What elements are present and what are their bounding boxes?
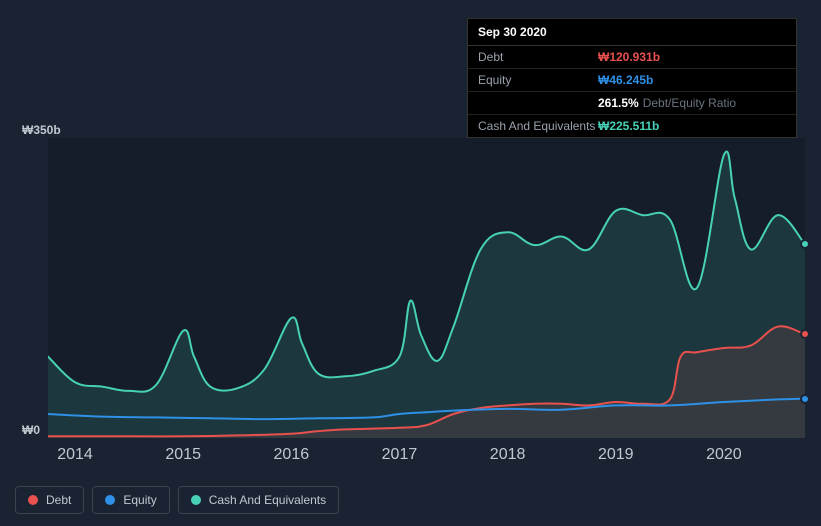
- chart-wrapper: ₩350b ₩0 2014 2015 2016 2017 2018 2019 2020 Sep…: [0, 0, 821, 526]
- tooltip-row-label: Debt: [478, 50, 598, 64]
- legend-item[interactable]: Cash And Equivalents: [178, 486, 339, 514]
- tooltip-row-value: ₩120.931b: [598, 50, 786, 64]
- x-axis-tick: 2019: [598, 446, 634, 464]
- tooltip-row-value: 261.5%Debt/Equity Ratio: [598, 96, 786, 110]
- tooltip-row: Debt₩120.931b: [468, 46, 796, 69]
- legend-item[interactable]: Debt: [15, 486, 84, 514]
- x-axis: 2014 2015 2016 2017 2018 2019 2020: [48, 446, 805, 466]
- chart-plot: [48, 138, 805, 438]
- x-axis-tick: 2015: [165, 446, 201, 464]
- chart-legend: Debt Equity Cash And Equivalents: [15, 486, 339, 514]
- legend-label: Equity: [123, 493, 156, 507]
- tooltip-row-label: [478, 96, 598, 110]
- tooltip-row-label: Cash And Equivalents: [478, 119, 598, 133]
- legend-swatch: [105, 495, 115, 505]
- legend-item[interactable]: Equity: [92, 486, 169, 514]
- x-axis-tick: 2016: [274, 446, 310, 464]
- x-axis-tick: 2018: [490, 446, 526, 464]
- legend-label: Cash And Equivalents: [209, 493, 326, 507]
- tooltip-row: Cash And Equivalents₩225.511b: [468, 115, 796, 137]
- chart-tooltip: Sep 30 2020 Debt₩120.931bEquity₩46.245b2…: [467, 18, 797, 138]
- y-axis-label: ₩0: [22, 423, 40, 437]
- series-end-dot: [800, 329, 810, 339]
- x-axis-tick: 2017: [382, 446, 418, 464]
- series-end-dot: [800, 394, 810, 404]
- y-axis-label: ₩350b: [22, 123, 61, 137]
- legend-swatch: [191, 495, 201, 505]
- series-end-dot: [800, 239, 810, 249]
- tooltip-date: Sep 30 2020: [468, 19, 796, 46]
- tooltip-row: Equity₩46.245b: [468, 69, 796, 92]
- tooltip-row: 261.5%Debt/Equity Ratio: [468, 92, 796, 115]
- tooltip-row-value: ₩225.511b: [598, 119, 786, 133]
- x-axis-tick: 2014: [57, 446, 93, 464]
- tooltip-row-label: Equity: [478, 73, 598, 87]
- tooltip-row-value: ₩46.245b: [598, 73, 786, 87]
- legend-swatch: [28, 495, 38, 505]
- legend-label: Debt: [46, 493, 71, 507]
- x-axis-tick: 2020: [706, 446, 742, 464]
